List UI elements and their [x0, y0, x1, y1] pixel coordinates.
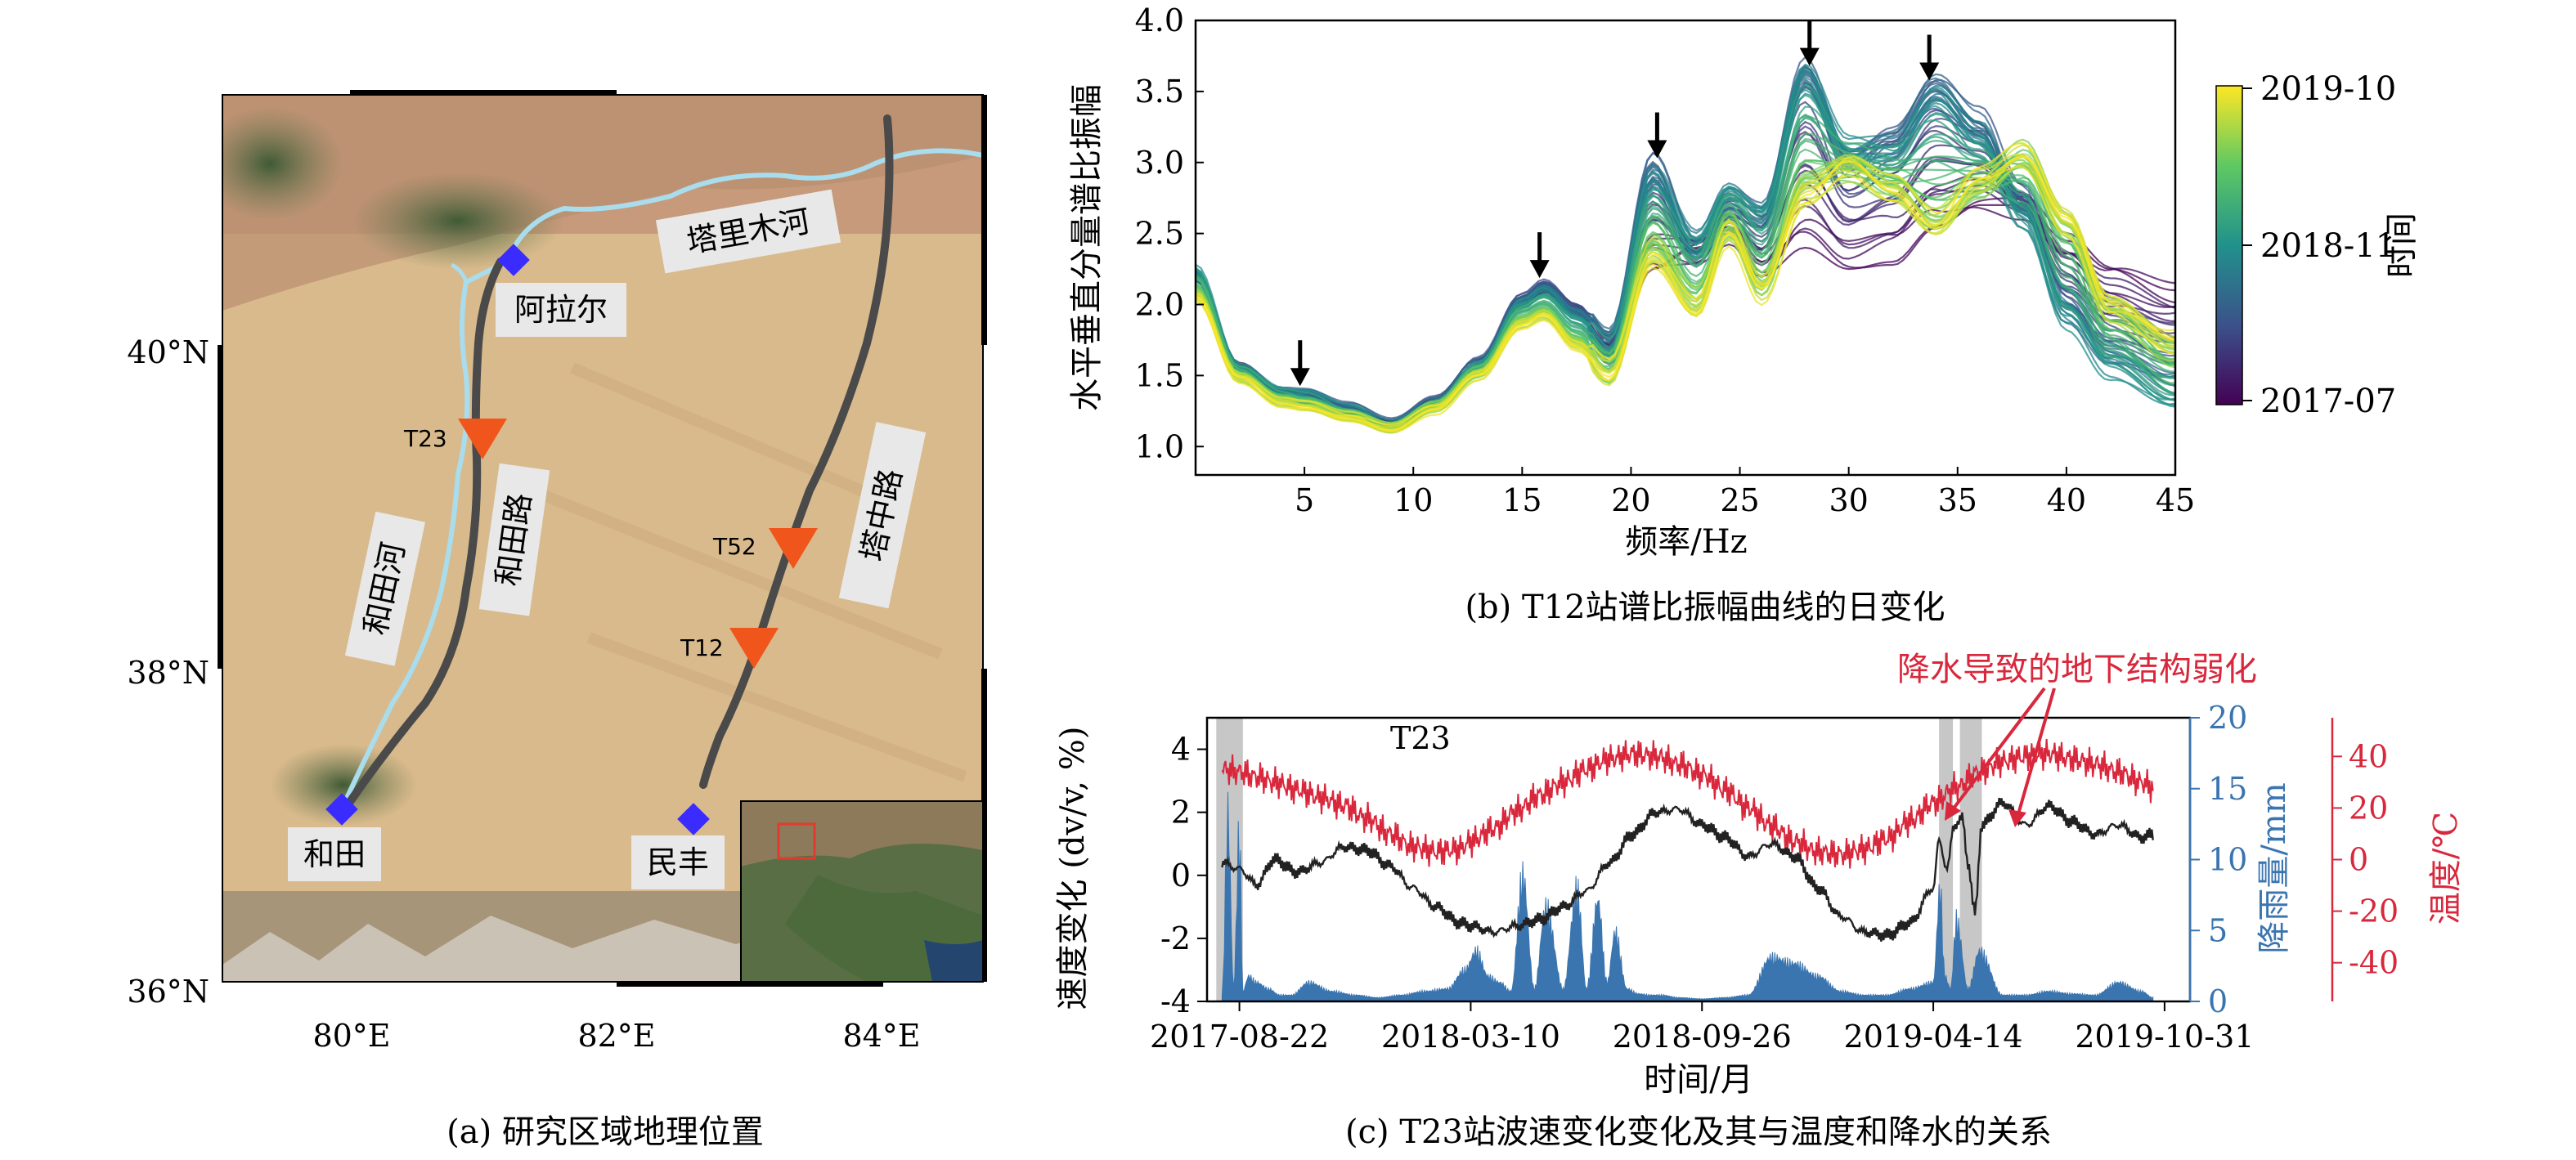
colorbar-label: 时间 — [2383, 213, 2421, 278]
label-hotan: 和田 — [288, 827, 381, 881]
b-arrow-head-0 — [1290, 368, 1310, 386]
b-xtick-label-45: 45 — [2156, 482, 2195, 518]
b-xtick-label-10: 10 — [1393, 482, 1433, 518]
station-label-t23: T23 — [403, 425, 447, 452]
b-arrow-1 — [1530, 232, 1550, 278]
station-label-t52: T52 — [712, 533, 756, 560]
b-xlabel: 频率/Hz — [1625, 523, 1747, 561]
b-colorbar: 2019-10 2018-11 2017-07 时间 — [2216, 70, 2421, 420]
c-rainfall-area — [1222, 792, 2152, 1001]
b-yticks: 1.0 1.5 2.0 2.5 3.0 3.5 4.0 — [1135, 2, 1204, 464]
caption-c: (c) T23站波速变化变化及其与温度和降水的关系 — [1345, 1113, 2052, 1151]
b-curves — [1196, 57, 2175, 432]
b-arrow-head-3 — [1800, 48, 1820, 66]
b-curve-day-34 — [1196, 65, 2175, 430]
b-xtick-label-5: 5 — [1295, 482, 1314, 518]
station-label-t12: T12 — [680, 634, 724, 661]
c-ytick-temp-label-0: 0 — [2349, 842, 2368, 878]
b-arrow-0 — [1290, 340, 1310, 386]
b-xtick-label-15: 15 — [1502, 482, 1542, 518]
svg-text:84°E: 84°E — [842, 1018, 920, 1054]
c-ytick-left-label-2: 2 — [1171, 795, 1191, 831]
svg-text:38°N: 38°N — [127, 655, 209, 691]
c-xtick-label-1: 2018-03-10 — [1381, 1019, 1560, 1055]
svg-text:民丰: 民丰 — [647, 844, 709, 880]
c-station-label: T23 — [1390, 720, 1451, 756]
c-ytick-rain-label-10: 10 — [2208, 842, 2247, 878]
caption-a: (a) 研究区域地理位置 — [447, 1113, 764, 1151]
c-ytick-rain-label-20: 20 — [2208, 700, 2247, 736]
b-ytick-label-2: 2.0 — [1135, 287, 1184, 323]
inset-map — [741, 801, 983, 982]
c-ytick-rain-label-5: 5 — [2208, 912, 2228, 948]
b-ytick-label-1.5: 1.5 — [1135, 357, 1184, 393]
svg-text:82°E: 82°E — [577, 1018, 655, 1054]
svg-text:阿拉尔: 阿拉尔 — [514, 292, 608, 328]
label-minfeng: 民丰 — [631, 835, 725, 889]
c-ylabel-temp: 温度/℃ — [2427, 812, 2465, 925]
c-xtick-label-2: 2018-09-26 — [1613, 1019, 1792, 1055]
caption-b: (b) T12站谱比振幅曲线的日变化 — [1465, 589, 1945, 626]
b-ytick-label-1: 1.0 — [1135, 428, 1184, 464]
svg-text:36°N: 36°N — [127, 974, 209, 1010]
svg-text:80°E: 80°E — [312, 1018, 390, 1054]
c-ytick-temp-label-40: 40 — [2349, 738, 2388, 774]
c-yticks-rain: 0 5 10 15 20 — [2190, 700, 2247, 1019]
b-xtick-label-30: 30 — [1829, 482, 1868, 518]
c-ytick-temp-label--40: -40 — [2349, 945, 2399, 981]
oasis-west — [196, 106, 343, 221]
c-ytick-left-label-0: 0 — [1171, 858, 1191, 894]
b-ylabel: 水平垂直分量谱比振幅 — [1068, 84, 1106, 411]
c-xlabel: 时间/月 — [1644, 1061, 1752, 1099]
aral-oasis — [352, 172, 564, 270]
spectral-ratio-panel: 5 10 15 20 25 30 35 40 45 1.01.52.02.53.03.54.0 … — [1068, 2, 2421, 626]
b-xtick-label-20: 20 — [1611, 482, 1650, 518]
c-xtick-label-4: 2019-10-31 — [2075, 1019, 2254, 1055]
b-ytick-label-4: 4.0 — [1135, 2, 1184, 38]
c-yticks-temp: -40 -20 0 20 40 — [2332, 738, 2399, 980]
b-xtick-label-40: 40 — [2047, 482, 2086, 518]
colorbar-tick-top: 2019-10 — [2260, 70, 2396, 108]
svg-text:40°N: 40°N — [127, 334, 209, 370]
c-yticks-left: -4 -2 0 2 4 — [1160, 732, 1207, 1019]
b-xtick-label-35: 35 — [1938, 482, 1977, 518]
b-ytick-label-2.5: 2.5 — [1135, 216, 1184, 252]
c-ylabel-rain: 降雨量/mm — [2255, 782, 2293, 953]
c-ytick-left-label--2: -2 — [1160, 920, 1191, 956]
c-ylabel-left: 速度变化 (dv/v, %) — [1054, 727, 1092, 1010]
c-xticks: 2017-08-22 2018-03-10 2018-09-26 2019-04-14… — [1150, 1001, 2254, 1055]
b-xtick-label-25: 25 — [1720, 482, 1759, 518]
velocity-change-panel: T23 降水导致的地下结构弱化 2017-08-22 2018-03-10 2018… — [1054, 651, 2465, 1151]
figure: 塔里木河 阿拉尔 和田河 和田路 塔中路 和田 民丰 — [0, 0, 2576, 1160]
c-ytick-rain-label-0: 0 — [2208, 983, 2228, 1019]
map-lon-ticks: 80°E 82°E 84°E — [312, 1018, 920, 1054]
c-ytick-temp-label--20: -20 — [2349, 894, 2399, 929]
colorbar-tick-bottom: 2017-07 — [2260, 383, 2396, 420]
c-annotation-text: 降水导致的地下结构弱化 — [1897, 651, 2257, 688]
b-arrow-2 — [1647, 113, 1667, 159]
b-arrow-head-1 — [1530, 260, 1550, 278]
c-ytick-rain-label-15: 15 — [2208, 771, 2247, 807]
colorbar-tick-mid: 2018-11 — [2260, 227, 2396, 265]
c-ytick-left-label--4: -4 — [1160, 983, 1191, 1019]
map-lat-ticks: 40°N 38°N 36°N — [127, 334, 209, 1010]
c-ytick-left-label-4: 4 — [1171, 732, 1191, 768]
b-ytick-label-3: 3.0 — [1135, 145, 1184, 181]
c-xtick-label-0: 2017-08-22 — [1150, 1019, 1329, 1055]
map-panel: 塔里木河 阿拉尔 和田河 和田路 塔中路 和田 民丰 — [127, 90, 987, 1151]
c-series — [1222, 739, 2152, 1001]
svg-text:和田: 和田 — [303, 836, 366, 872]
c-xtick-label-3: 2019-04-14 — [1844, 1019, 2023, 1055]
b-curve-day-14 — [1196, 102, 2175, 420]
b-ytick-label-3.5: 3.5 — [1135, 74, 1184, 110]
label-aral: 阿拉尔 — [496, 283, 626, 337]
c-ytick-temp-label-20: 20 — [2349, 790, 2388, 826]
